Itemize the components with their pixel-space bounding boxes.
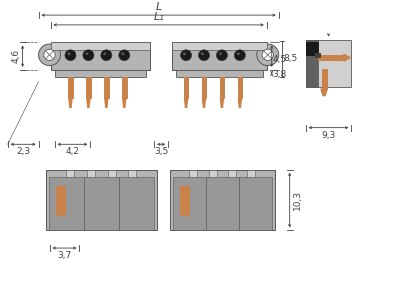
Bar <box>172 42 267 50</box>
Bar <box>248 170 256 177</box>
Bar <box>56 210 64 215</box>
Bar <box>238 77 242 98</box>
Bar <box>119 177 154 230</box>
Circle shape <box>180 50 192 61</box>
Bar <box>306 40 352 87</box>
Polygon shape <box>344 53 352 62</box>
Bar <box>315 53 320 57</box>
Bar <box>68 77 73 98</box>
Circle shape <box>257 44 279 66</box>
Circle shape <box>201 52 204 55</box>
Polygon shape <box>184 98 188 108</box>
Bar <box>239 177 272 230</box>
Circle shape <box>234 50 245 61</box>
Polygon shape <box>68 98 73 108</box>
Text: 3,5: 3,5 <box>154 147 168 156</box>
Bar <box>306 40 318 87</box>
Bar <box>172 42 267 70</box>
Polygon shape <box>104 98 108 108</box>
Text: 8,5: 8,5 <box>284 54 298 63</box>
Text: L: L <box>156 2 162 12</box>
Polygon shape <box>238 98 242 108</box>
Bar <box>104 77 108 98</box>
Text: 4,2: 4,2 <box>66 147 80 156</box>
Circle shape <box>119 50 130 61</box>
Circle shape <box>101 50 112 61</box>
Bar <box>46 170 157 230</box>
Circle shape <box>44 49 55 61</box>
Bar <box>87 170 95 177</box>
Bar <box>54 70 146 77</box>
Circle shape <box>85 52 88 55</box>
Polygon shape <box>202 98 206 108</box>
Text: 9,3: 9,3 <box>322 130 336 140</box>
Bar <box>190 170 198 177</box>
Bar <box>176 70 263 77</box>
Bar <box>184 77 188 98</box>
Bar <box>202 77 206 98</box>
Bar <box>128 170 136 177</box>
Bar <box>173 177 206 230</box>
Bar <box>209 170 217 177</box>
Text: 4,5: 4,5 <box>273 55 287 64</box>
Polygon shape <box>220 98 224 108</box>
Circle shape <box>83 50 94 61</box>
Bar <box>108 170 116 177</box>
Text: 4,6: 4,6 <box>12 49 21 63</box>
Circle shape <box>121 52 124 55</box>
Text: L₁: L₁ <box>153 12 164 22</box>
Bar <box>84 177 119 230</box>
Circle shape <box>219 52 222 55</box>
Circle shape <box>198 50 210 61</box>
Bar <box>86 77 91 98</box>
Circle shape <box>38 44 60 66</box>
Circle shape <box>68 52 70 55</box>
Bar <box>170 170 275 230</box>
Bar <box>56 186 64 214</box>
Polygon shape <box>122 98 126 108</box>
Bar <box>206 177 239 230</box>
Bar <box>66 170 74 177</box>
Circle shape <box>65 50 76 61</box>
Circle shape <box>262 49 274 61</box>
Circle shape <box>237 52 240 55</box>
Bar <box>48 177 84 230</box>
Bar <box>322 69 326 89</box>
Bar <box>180 186 189 214</box>
Bar <box>306 42 318 55</box>
Bar <box>220 77 224 98</box>
Text: 3,8: 3,8 <box>273 70 287 79</box>
Bar <box>50 42 150 50</box>
Bar <box>228 170 236 177</box>
Text: 3,7: 3,7 <box>57 251 72 260</box>
Circle shape <box>183 52 186 55</box>
Text: 2,3: 2,3 <box>16 147 30 156</box>
Polygon shape <box>86 98 91 108</box>
Bar <box>318 55 344 60</box>
Bar <box>181 210 188 215</box>
Polygon shape <box>320 89 328 96</box>
Circle shape <box>216 50 228 61</box>
Bar <box>122 77 126 98</box>
Circle shape <box>103 52 106 55</box>
Text: 10,3: 10,3 <box>293 190 302 210</box>
Bar <box>50 42 150 70</box>
